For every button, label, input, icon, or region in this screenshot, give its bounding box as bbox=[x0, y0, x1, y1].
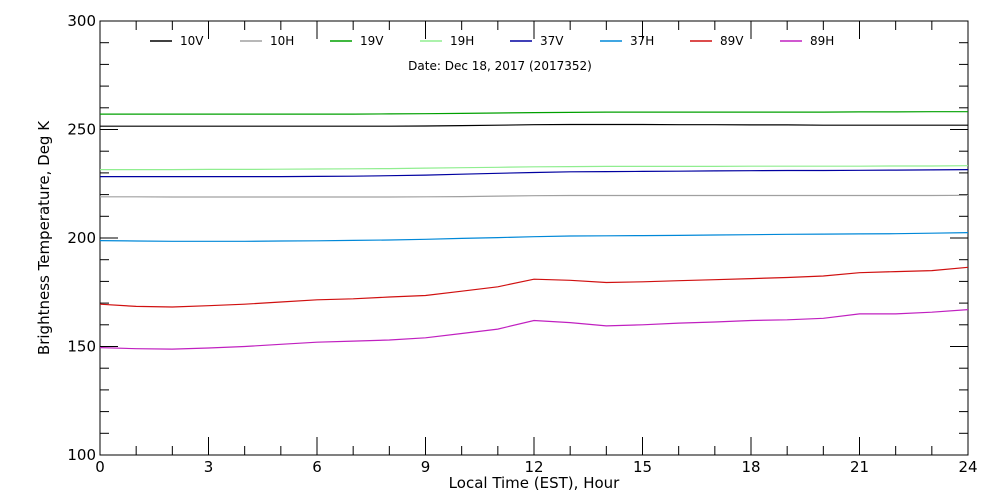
legend-label-37h: 37H bbox=[630, 34, 654, 48]
legend-label-10v: 10V bbox=[180, 34, 204, 48]
chart-subtitle: Date: Dec 18, 2017 (2017352) bbox=[408, 59, 592, 73]
series-line-89h bbox=[99, 309, 969, 350]
y-tick-labels: 100 150 200 250 300 bbox=[67, 12, 96, 464]
legend-label-10h: 10H bbox=[270, 34, 294, 48]
y-tick-label: 250 bbox=[67, 121, 96, 139]
plot-frame bbox=[99, 20, 969, 456]
series-line-89v bbox=[99, 266, 969, 308]
x-tick-label: 21 bbox=[850, 458, 869, 476]
x-tick-label: 15 bbox=[633, 458, 652, 476]
x-tick-label: 3 bbox=[204, 458, 214, 476]
x-tick-label: 9 bbox=[421, 458, 431, 476]
legend-label-19v: 19V bbox=[360, 34, 384, 48]
y-tick-label: 150 bbox=[67, 338, 96, 356]
y-tick-label: 100 bbox=[67, 446, 96, 464]
legend-label-89h: 89H bbox=[810, 34, 834, 48]
y-tick-label: 200 bbox=[67, 229, 96, 247]
x-tick-label: 18 bbox=[741, 458, 760, 476]
legend-label-89v: 89V bbox=[720, 34, 744, 48]
legend: 10V 10H 19V 19H 37V 37H 89V 89H bbox=[150, 34, 834, 48]
x-tick-label: 0 bbox=[95, 458, 105, 476]
y-tick-label: 300 bbox=[67, 12, 96, 30]
series-line-10v bbox=[100, 123, 968, 127]
legend-label-19h: 19H bbox=[450, 34, 474, 48]
legend-label-37v: 37V bbox=[540, 34, 564, 48]
x-tick-labels: 0 3 6 9 12 15 18 21 24 bbox=[95, 458, 977, 476]
series-line-19h bbox=[100, 165, 969, 171]
series-line-19v bbox=[100, 111, 968, 115]
series-line-37h bbox=[99, 232, 969, 242]
x-tick-label: 24 bbox=[958, 458, 977, 476]
series-line-37v bbox=[100, 169, 969, 178]
x-tick-label: 6 bbox=[312, 458, 322, 476]
axis-ticks bbox=[99, 20, 969, 456]
x-axis-title: Local Time (EST), Hour bbox=[449, 474, 620, 492]
series-lines bbox=[99, 111, 969, 350]
y-axis-title: Brightness Temperature, Deg K bbox=[35, 120, 53, 355]
x-tick-label: 12 bbox=[524, 458, 543, 476]
series-line-10h bbox=[100, 194, 969, 198]
